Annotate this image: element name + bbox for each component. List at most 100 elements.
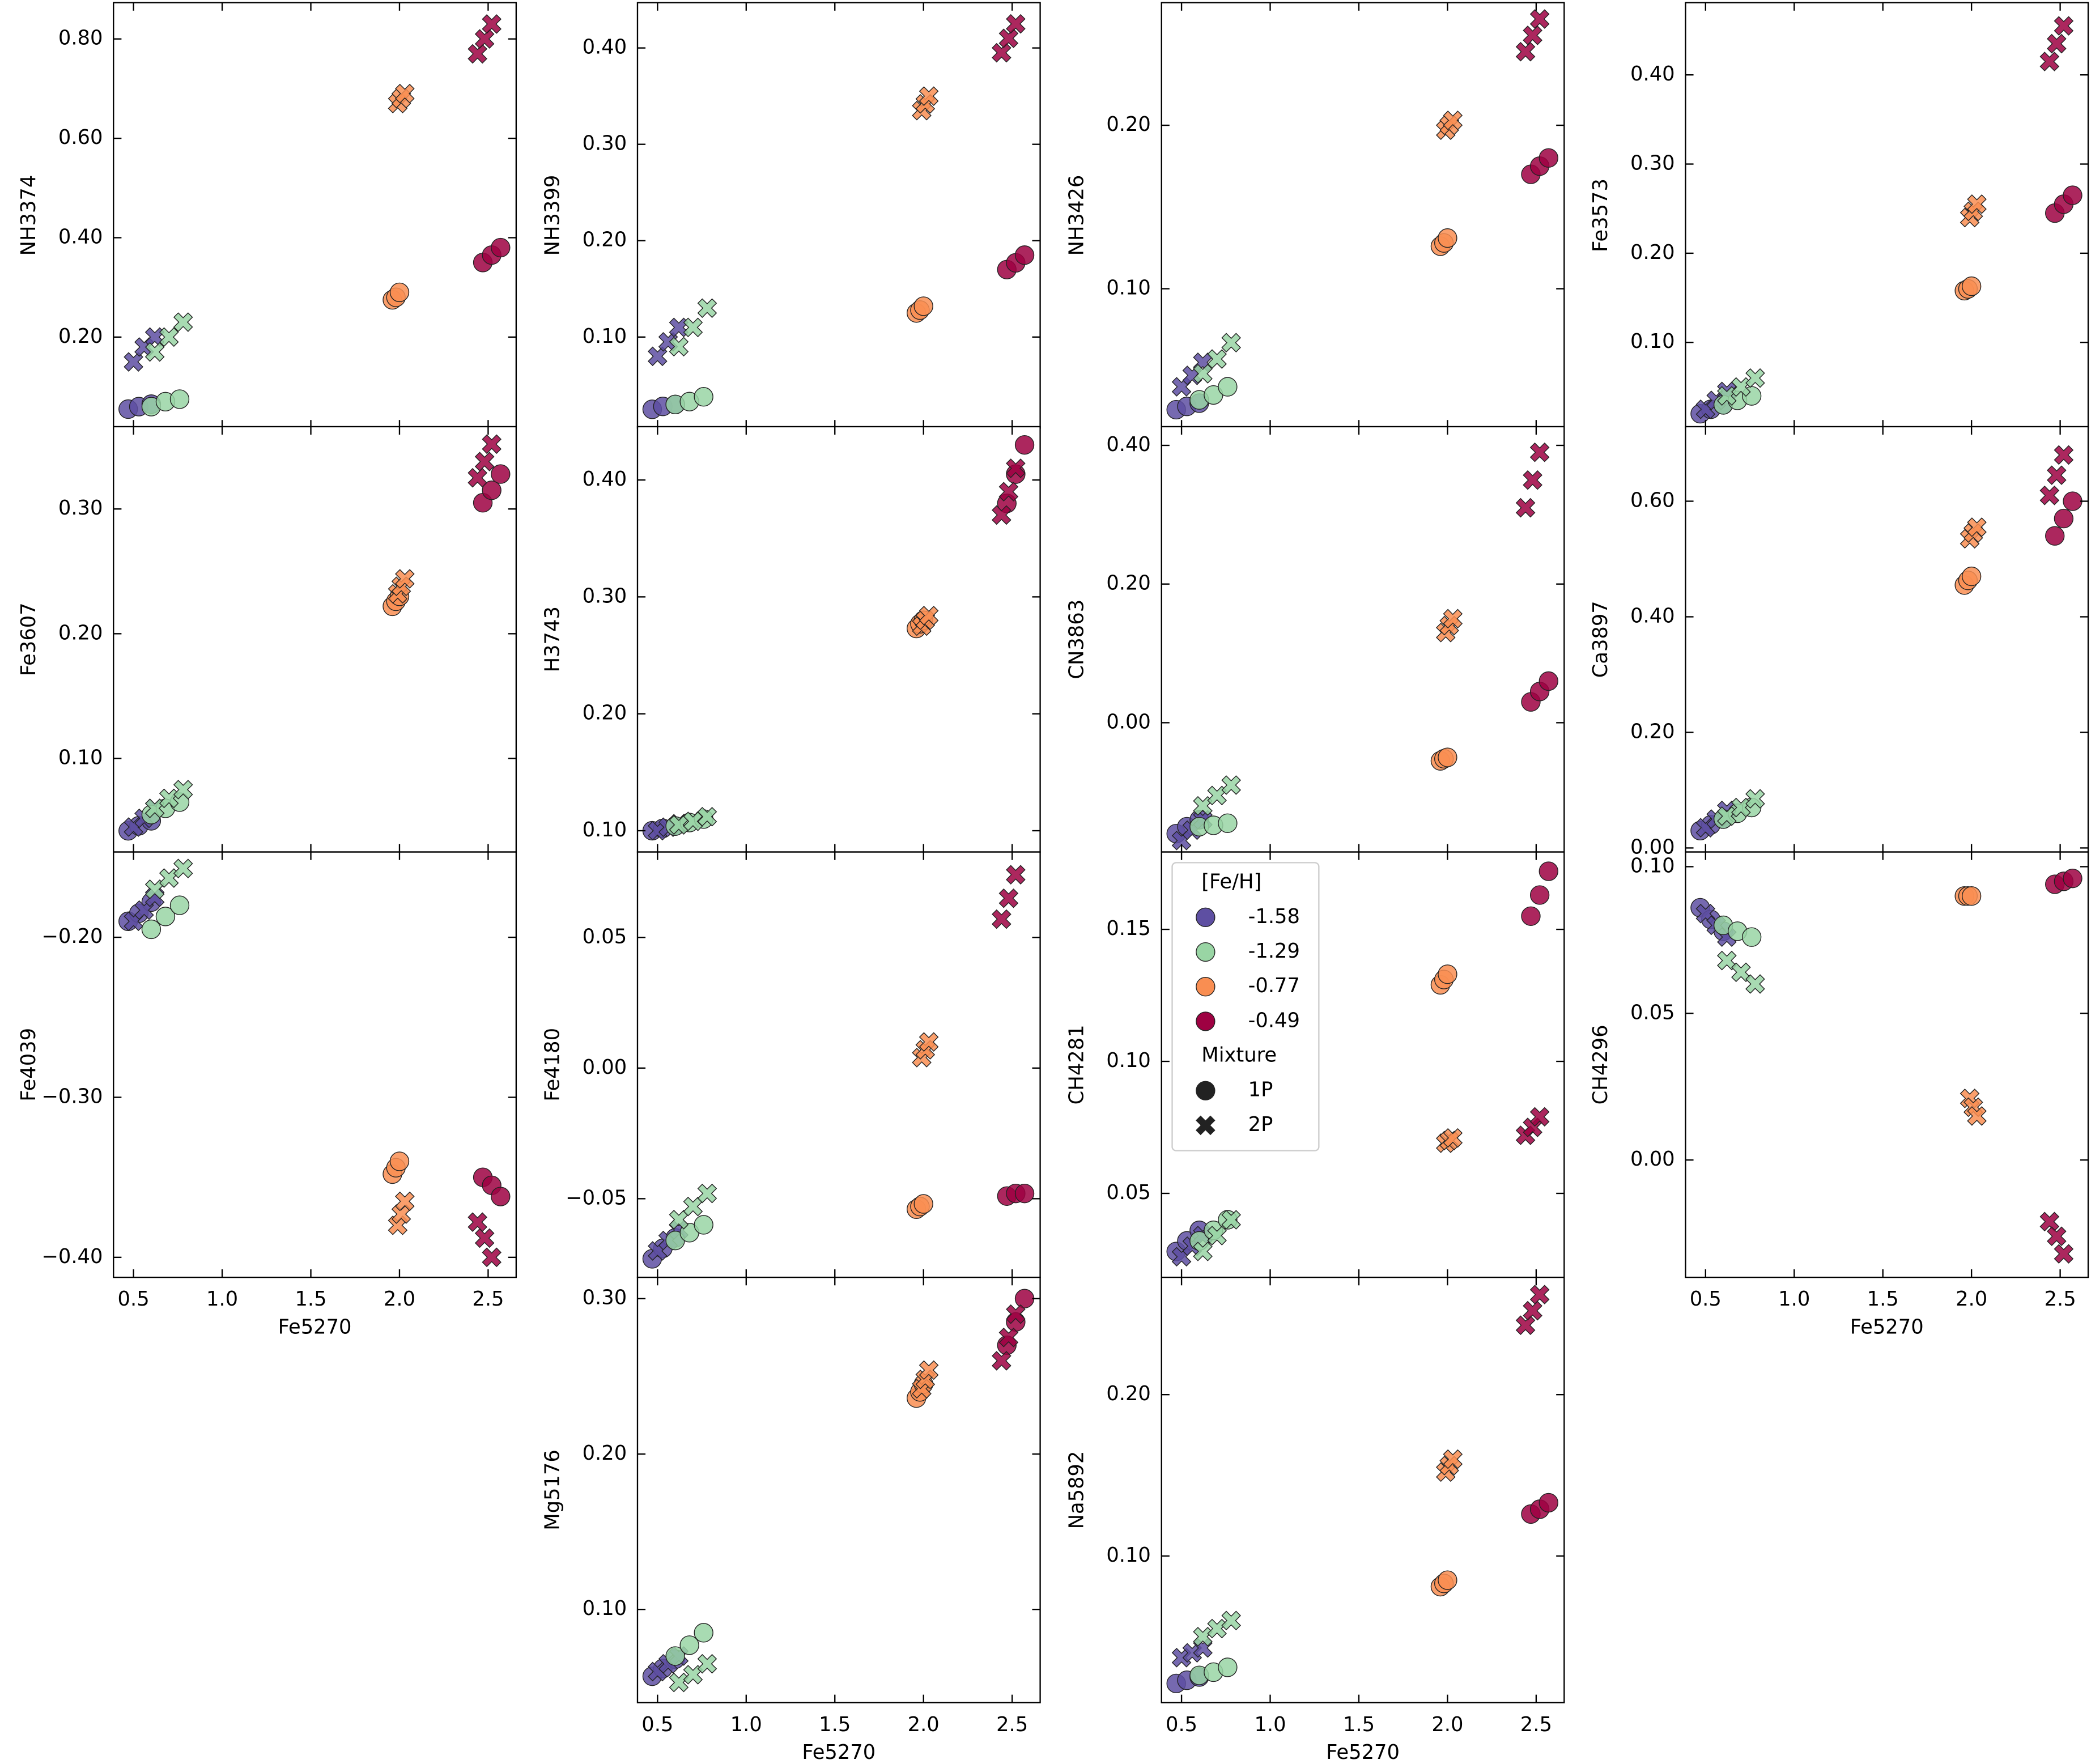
data-point <box>669 337 689 357</box>
legend-marker <box>1196 942 1216 962</box>
data-point <box>1207 785 1227 806</box>
x-tick-label: 1.5 <box>1867 1287 1899 1311</box>
data-point <box>1221 1610 1241 1631</box>
data-point <box>1538 1493 1558 1513</box>
y-tick-label: 0.60 <box>58 126 103 149</box>
x-tick-label: 2.5 <box>1520 1713 1552 1736</box>
y-tick-label: 0.00 <box>1630 835 1675 858</box>
data-point <box>992 909 1012 929</box>
panel: 0.10 0.20 0.30 0.40 NH3399 <box>541 2 1041 429</box>
y-tick-label: −0.30 <box>41 1085 103 1108</box>
y-tick-label: 0.05 <box>1630 1001 1675 1024</box>
data-point <box>1193 1242 1213 1261</box>
axes-background <box>637 852 1040 1278</box>
y-tick-label: 0.40 <box>58 225 103 248</box>
data-point <box>669 317 689 338</box>
data-point <box>1438 228 1457 248</box>
legend-marker <box>1196 1081 1216 1100</box>
y-tick-label: 0.20 <box>583 702 627 725</box>
x-tick-label: 1.5 <box>819 1713 851 1736</box>
data-point <box>1014 435 1035 455</box>
y-axis-label: H3743 <box>541 606 564 672</box>
x-tick-label: 0.5 <box>118 1287 150 1311</box>
data-point <box>694 387 713 407</box>
data-point <box>913 296 933 316</box>
data-point <box>669 815 689 835</box>
axes-frame <box>636 1276 1041 1703</box>
axes-background <box>113 426 516 852</box>
data-point <box>1529 1107 1550 1127</box>
y-tick-label: 0.40 <box>583 467 627 491</box>
data-point <box>992 42 1012 63</box>
data-point <box>388 1215 408 1235</box>
data-point <box>683 1665 703 1685</box>
data-point <box>2054 445 2074 465</box>
legend-label: -0.49 <box>1248 1009 1300 1032</box>
data-point <box>169 389 190 409</box>
y-axis-label: CH4296 <box>1589 1025 1612 1104</box>
data-point <box>1731 377 1751 397</box>
axes-background <box>1161 1277 1565 1703</box>
data-point <box>697 298 717 318</box>
y-tick-label: 0.20 <box>58 621 103 644</box>
y-tick-label: −0.20 <box>41 925 103 948</box>
data-point <box>919 1360 939 1380</box>
data-point <box>1515 1315 1536 1336</box>
data-point <box>669 1209 689 1230</box>
panel: 0.05 0.10 0.15 CH4281 [Fe/H] -1.58 -1.29 -0.77 -… <box>1065 851 1565 1278</box>
data-point <box>992 505 1012 525</box>
data-point <box>1521 906 1541 926</box>
data-point <box>482 434 502 454</box>
data-point <box>468 1212 487 1232</box>
y-tick-label: 0.30 <box>583 132 627 155</box>
data-point <box>1538 148 1558 168</box>
data-point <box>1207 1226 1227 1246</box>
x-tick-label: 1.0 <box>1254 1713 1286 1736</box>
data-point <box>1741 927 1762 947</box>
data-point <box>159 327 179 347</box>
y-tick-label: 0.40 <box>583 36 627 59</box>
axes-background <box>1685 426 2089 852</box>
data-point <box>474 452 495 471</box>
data-point <box>395 1191 415 1212</box>
axes-frame <box>1685 851 2089 1278</box>
x-tick-label: 1.5 <box>1343 1713 1375 1736</box>
x-tick-label: 1.0 <box>206 1287 238 1311</box>
data-point <box>1717 950 1737 971</box>
data-point <box>919 606 939 626</box>
axes-background <box>1685 852 2089 1278</box>
y-axis-label: Fe4180 <box>541 1028 564 1102</box>
y-tick-label: 0.10 <box>1630 854 1675 877</box>
data-point <box>1538 671 1558 691</box>
data-point <box>141 919 162 940</box>
x-tick-label: 2.0 <box>1956 1287 1987 1311</box>
legend-label: 2P <box>1248 1113 1273 1136</box>
data-point <box>468 44 487 64</box>
y-axis-label: Mg5176 <box>541 1450 564 1531</box>
y-axis-label: CH4281 <box>1065 1025 1088 1104</box>
data-point <box>998 28 1019 48</box>
x-tick-label: 2.0 <box>1431 1713 1463 1736</box>
legend-marker <box>1196 977 1216 997</box>
panel: 0.00 0.20 0.40 0.60 Ca3897 <box>1589 426 2089 858</box>
y-tick-label: 0.40 <box>1630 604 1675 627</box>
data-point <box>1193 364 1213 384</box>
data-point <box>155 907 176 926</box>
y-axis-label: NH3374 <box>17 175 40 256</box>
data-point <box>1961 886 1982 906</box>
data-point <box>2047 1226 2067 1246</box>
y-axis-label: Ca3897 <box>1589 601 1612 678</box>
data-point <box>1515 498 1536 518</box>
y-tick-label: 0.20 <box>1630 720 1675 743</box>
data-point <box>1523 470 1542 490</box>
data-point <box>468 467 487 488</box>
data-point <box>1438 1570 1457 1590</box>
data-point <box>2063 868 2082 889</box>
data-point <box>1006 14 1026 34</box>
data-point <box>491 1187 511 1206</box>
y-tick-label: 0.10 <box>583 818 627 841</box>
data-point <box>1529 885 1550 905</box>
x-tick-label: 0.5 <box>641 1713 673 1736</box>
data-point <box>697 1183 717 1204</box>
